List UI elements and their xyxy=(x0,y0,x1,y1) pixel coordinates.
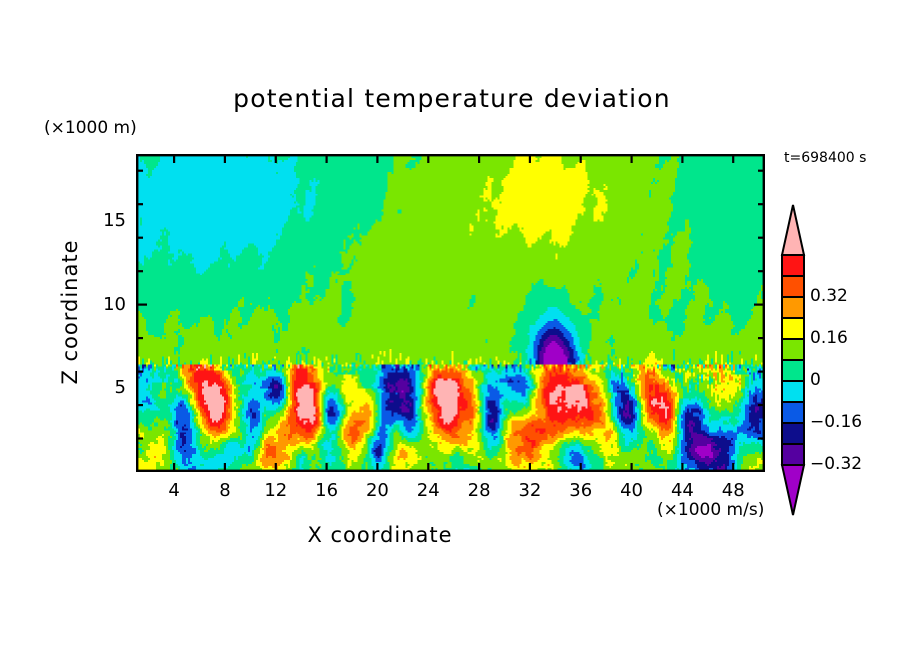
chart-title: potential temperature deviation xyxy=(233,84,671,113)
contour-plot-area xyxy=(136,154,765,472)
x-tick-28: 28 xyxy=(467,480,491,501)
colorbar-label-4: −0.32 xyxy=(810,454,863,474)
colorbar-label-3: −0.16 xyxy=(810,412,863,432)
x-tick-40: 40 xyxy=(620,480,644,501)
y-axis-label: Z coordinate xyxy=(58,239,82,385)
y-tick-15: 15 xyxy=(103,209,126,231)
x-tick-44: 44 xyxy=(670,480,694,501)
x-tick-36: 36 xyxy=(569,480,593,501)
x-tick-32: 32 xyxy=(518,480,542,501)
colorbar-label-2: 0 xyxy=(810,370,821,390)
timestamp-annotation: t=698400 s xyxy=(784,150,867,166)
y-tick-10: 10 xyxy=(103,293,126,315)
x-tick-48: 48 xyxy=(721,480,745,501)
colorbar: 0.32 0.16 0 −0.16 −0.32 xyxy=(776,200,904,520)
x-tick-20: 20 xyxy=(365,480,389,501)
colorbar-label-1: 0.16 xyxy=(810,328,848,348)
y-tick-5: 5 xyxy=(114,377,126,399)
y-axis-unit-label: (×1000 m) xyxy=(44,118,137,138)
x-tick-12: 12 xyxy=(264,480,288,501)
x-axis-label: X coordinate xyxy=(307,523,453,547)
colorbar-label-0: 0.32 xyxy=(810,286,848,306)
x-tick-16: 16 xyxy=(315,480,339,501)
x-tick-24: 24 xyxy=(416,480,440,501)
x-tick-8: 8 xyxy=(219,480,231,501)
x-axis-unit-label: (×1000 m/s) xyxy=(657,500,765,520)
x-tick-4: 4 xyxy=(168,480,180,501)
